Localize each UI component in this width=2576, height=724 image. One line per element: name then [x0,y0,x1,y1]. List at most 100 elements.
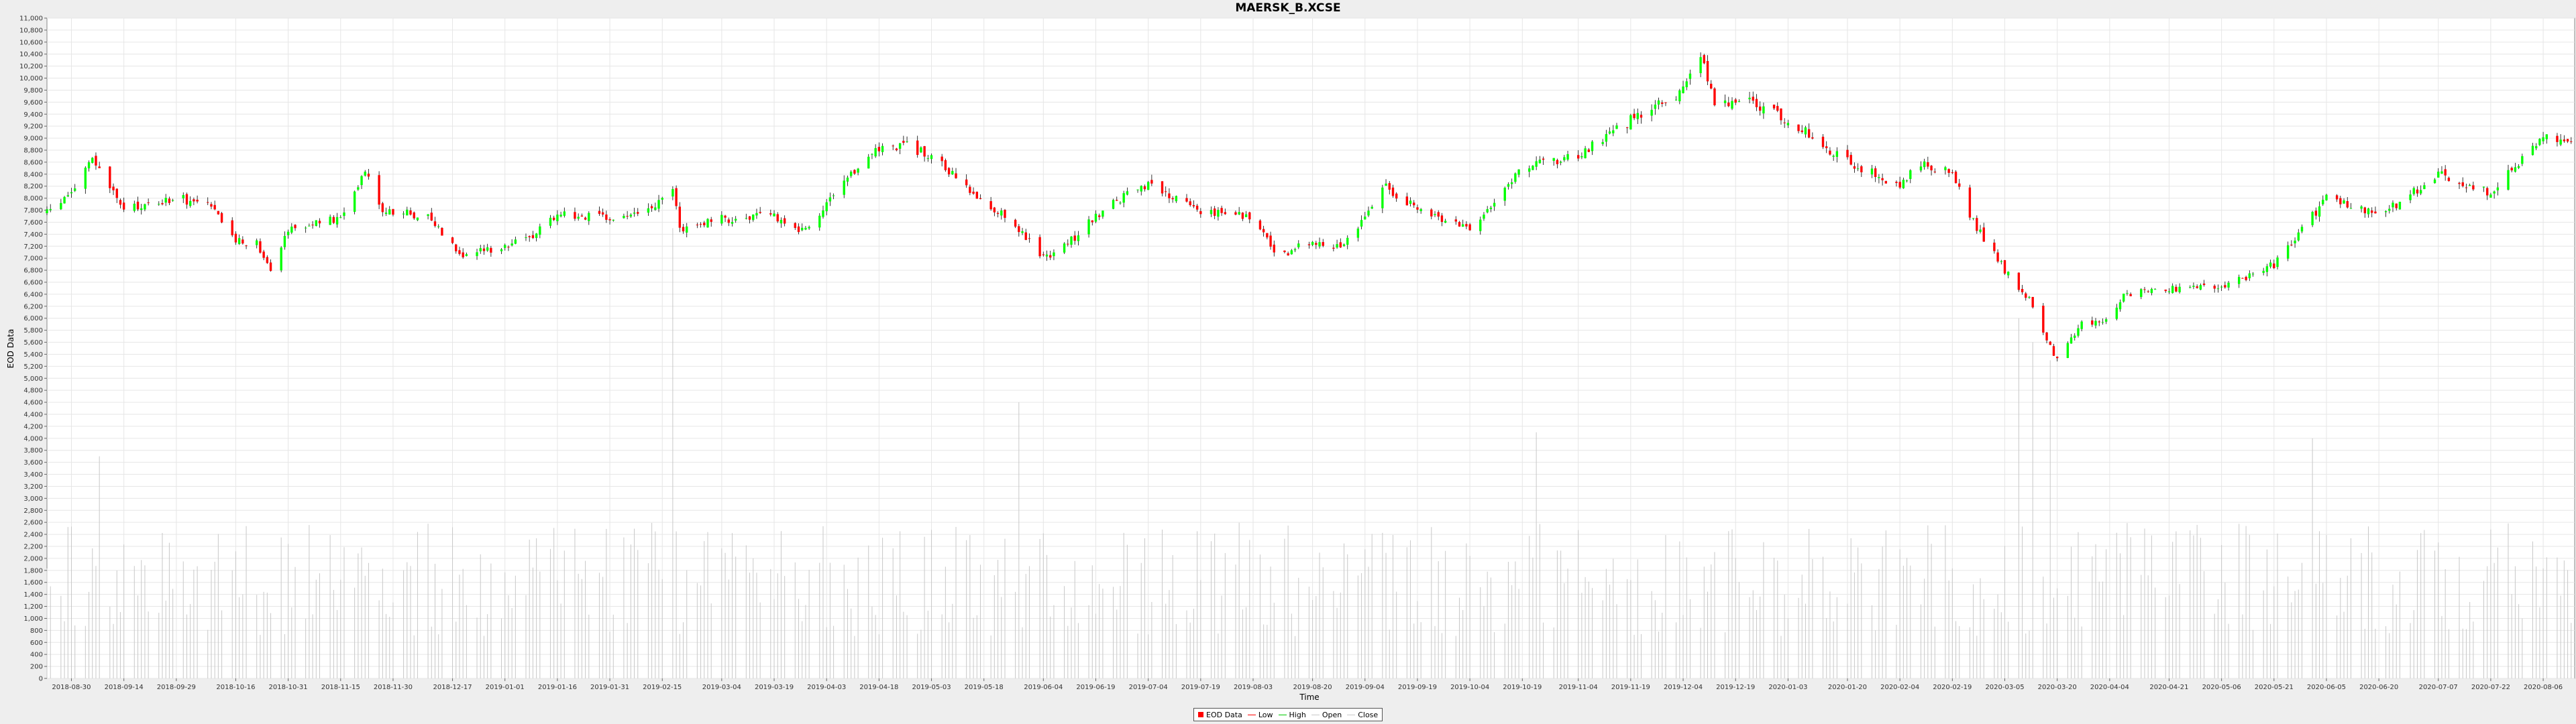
candle-body [49,208,52,210]
candle-body [1615,125,1618,129]
candle-body [1650,109,1653,116]
candle-body [2199,285,2202,290]
y-tick-label: 8,400 [23,171,43,178]
candle-body [1629,115,1632,130]
candle-body [1364,217,1366,220]
candle-body [1884,181,1888,184]
candle-body [2213,286,2216,289]
candle-body [262,251,265,258]
y-tick-label: 6,600 [23,280,43,287]
candle-body [647,208,650,213]
x-tick-label: 2020-04-04 [2090,684,2129,691]
y-tick-label: 3,000 [23,495,43,503]
candle-body [1829,150,1831,155]
candle-body [458,250,461,254]
x-tick-label: 2020-01-20 [1828,684,1867,691]
candle-body [1371,206,1373,209]
candle-body [2202,284,2206,286]
y-tick-label: 2,200 [23,544,43,551]
x-tick-label: 2020-07-22 [2471,684,2510,691]
y-tick-label: 5,200 [23,363,43,371]
candle-body [2294,240,2296,244]
candle-body [1542,158,1545,160]
candle-body [84,168,87,189]
candle-body [2118,302,2122,310]
candle-body [1391,187,1395,196]
candle-body [482,248,486,251]
candle-body [588,213,590,221]
candle-body [1479,219,1482,231]
y-tick-label: 9,600 [23,99,43,107]
x-tick-label: 2019-01-01 [486,684,525,691]
candle-body [1870,168,1874,175]
candle-body [654,207,657,210]
candle-body [2178,286,2181,292]
candle-body [706,219,709,228]
candle-body [1315,243,1318,245]
candle-body [87,162,91,169]
candle-body [2311,212,2314,225]
y-tick-label: 4,200 [23,423,43,430]
y-tick-label: 3,200 [23,483,43,491]
candle-body [1332,247,1335,249]
candle-body [1413,202,1415,206]
candle-body [1234,212,1237,215]
candle-body [1266,233,1269,238]
candle-body [608,219,611,221]
candle-body [2318,206,2321,217]
candle-body [1021,231,1024,233]
plot-area [46,17,2575,679]
candle-body [1346,237,1349,245]
candle-body [2077,328,2080,336]
candle-body [1825,146,1828,149]
y-tick-label: 9,000 [23,135,43,143]
candle-body [1045,254,1049,257]
candle-body [1063,243,1066,253]
candle-body [2262,271,2265,274]
candle-body [1483,215,1485,219]
candle-body [2493,191,2496,194]
x-tick-label: 2019-04-18 [859,684,898,691]
candle-body [511,243,513,246]
candle-body [2143,289,2146,290]
candle-body [1143,186,1146,190]
candle-body [895,148,898,151]
candle-body [430,213,433,221]
candle-body [1954,172,1957,184]
candle-body [1381,187,1384,208]
x-tick-label: 2019-11-04 [1559,684,1598,691]
legend-swatch-eod [1198,712,1203,717]
candle-body [1563,157,1566,161]
candle-body [947,168,951,175]
candle-body [1780,108,1782,121]
candle-body [1881,178,1884,180]
candle-body [455,244,458,251]
candle-body [2297,232,2300,241]
candle-body [1262,229,1265,233]
candle-body [2433,179,2436,184]
candle-body [1122,193,1125,203]
y-tick-label: 9,800 [23,87,43,95]
candle-body [2556,135,2559,142]
candle-body [2335,195,2339,200]
x-tick-label: 2020-06-20 [2359,684,2398,691]
candle-body [384,213,388,215]
candle-body [1405,196,1409,206]
candle-body [360,176,363,186]
candle-body [1102,210,1104,217]
candle-body [2521,156,2524,164]
candle-body [2388,208,2391,211]
candle-body [1734,99,1737,103]
y-tick-label: 3,400 [23,471,43,479]
candle-body [2343,200,2345,204]
candle-body [1437,212,1440,217]
y-tick-label: 1,000 [23,615,43,623]
candle-body [1419,208,1422,211]
candle-body [574,212,576,219]
legend-label-low: Low [1258,710,1273,719]
candle-body [147,202,150,203]
candle-body [1612,130,1615,133]
candle-body [1752,97,1754,101]
y-tick-label: 7,400 [23,231,43,239]
candle-body [1587,149,1591,152]
